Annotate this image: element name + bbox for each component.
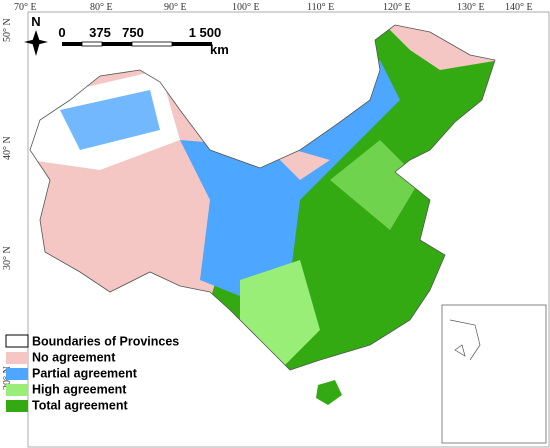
lon-label: 70° E — [14, 2, 37, 13]
legend: Boundaries of Provinces No agreement Par… — [5, 334, 179, 412]
lon-label: 100° E — [232, 2, 260, 13]
inset-map — [441, 304, 547, 444]
scale-tick: 1 500 — [189, 25, 222, 40]
lat-label: 40° N — [2, 136, 13, 160]
north-arrow: N — [24, 14, 48, 56]
scale-bar: 0 375 750 1 500 km — [58, 25, 228, 57]
scale-tick: 750 — [122, 25, 144, 40]
scale-unit: km — [210, 42, 229, 57]
lon-label: 90° E — [164, 2, 187, 13]
lat-labels: 50° N 40° N 30° N 20° N — [2, 18, 13, 390]
lat-label: 50° N — [2, 18, 13, 42]
lon-label: 130° E — [457, 2, 485, 13]
legend-label: No agreement — [32, 350, 116, 364]
scale-tick: 0 — [58, 25, 65, 40]
lon-label: 80° E — [90, 2, 113, 13]
lon-label: 110° E — [307, 2, 334, 13]
legend-label: Total agreement — [32, 398, 128, 412]
inset-coast — [449, 319, 481, 361]
lat-label: 30° N — [2, 246, 13, 270]
scale-tick: 375 — [89, 25, 111, 40]
lon-labels: 70° E 80° E 90° E 100° E 110° E 120° E 1… — [14, 2, 533, 13]
country-outline — [29, 24, 496, 371]
legend-label: Partial agreement — [32, 366, 138, 380]
legend-label: Boundaries of Provinces — [32, 334, 179, 348]
north-label: N — [31, 14, 40, 29]
lon-label: 120° E — [383, 2, 411, 13]
legend-label: High agreement — [32, 382, 127, 396]
lon-label: 140° E — [505, 2, 533, 13]
